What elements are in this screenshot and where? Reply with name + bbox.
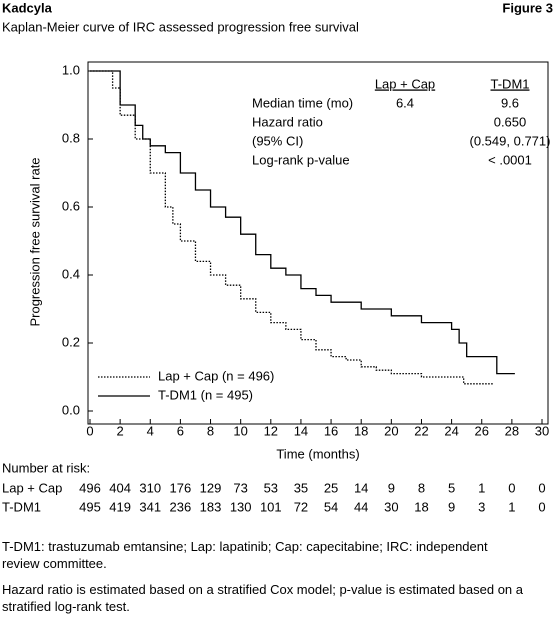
inset-header: Lap + Cap [375, 76, 435, 91]
x-tick-label: 2 [117, 423, 124, 438]
x-tick-label: 20 [384, 423, 398, 438]
survival-curve [90, 70, 494, 385]
risk-value: 3 [478, 499, 485, 514]
chart: Kadcyla Figure 3 Kaplan-Meier curve of I… [2, 0, 553, 514]
legend-label: Lap + Cap (n = 496) [158, 368, 274, 383]
risk-value: 35 [294, 480, 308, 495]
risk-value: 341 [139, 499, 161, 514]
risk-value: 25 [324, 480, 338, 495]
inset-row-label: Hazard ratio [252, 114, 323, 129]
x-tick-label: 26 [474, 423, 488, 438]
risk-value: 73 [233, 480, 247, 495]
risk-value: 404 [109, 480, 131, 495]
x-tick-label: 8 [207, 423, 214, 438]
risk-value: 1 [478, 480, 485, 495]
risk-value: 8 [418, 480, 425, 495]
risk-value: 5 [448, 480, 455, 495]
risk-value: 0 [538, 480, 545, 495]
inset-header: T-DM1 [491, 76, 530, 91]
risk-value: 54 [324, 499, 338, 514]
x-tick-label: 10 [233, 423, 247, 438]
y-tick-label: 0.6 [62, 198, 80, 213]
legend [97, 366, 289, 404]
x-tick-label: 4 [147, 423, 154, 438]
risk-value: 0 [508, 480, 515, 495]
inset-row-label: Median time (mo) [252, 95, 353, 110]
inset-cell: 0.650 [494, 114, 527, 129]
y-tick-label: 0.2 [62, 334, 80, 349]
survival-curve [90, 70, 515, 375]
x-tick-label: 22 [414, 423, 428, 438]
risk-value: 30 [384, 499, 398, 514]
risk-value: 14 [354, 480, 368, 495]
plot-frame [87, 61, 549, 425]
inset-row-label: (95% CI) [252, 133, 303, 148]
inset-row-label: Log-rank p-value [252, 152, 350, 167]
inset-cell: < .0001 [488, 152, 532, 167]
x-tick-label: 24 [444, 423, 458, 438]
brand: Kadcyla [2, 0, 53, 15]
x-tick-label: 28 [505, 423, 519, 438]
chart-title: Kaplan-Meier curve of IRC assessed progr… [2, 19, 359, 34]
footnote: Hazard ratio is estimated based on a str… [2, 582, 523, 614]
legend-label: T-DM1 (n = 495) [158, 387, 253, 402]
risk-value: 72 [294, 499, 308, 514]
inset-cell: (0.549, 0.771) [470, 133, 551, 148]
risk-value: 183 [200, 499, 222, 514]
x-tick-label: 30 [535, 423, 549, 438]
y-tick-label: 0.0 [62, 402, 80, 417]
risk-value: 419 [109, 499, 131, 514]
x-tick-label: 12 [264, 423, 278, 438]
figure-label: Figure 3 [502, 0, 553, 15]
risk-value: 130 [230, 499, 252, 514]
risk-title: Number at risk: [2, 460, 90, 475]
risk-value: 0 [538, 499, 545, 514]
risk-value: 53 [264, 480, 278, 495]
risk-value: 9 [388, 480, 395, 495]
risk-value: 101 [260, 499, 282, 514]
x-axis-label: Time (months) [276, 446, 359, 461]
x-tick-label: 0 [86, 423, 93, 438]
y-tick-label: 1.0 [62, 62, 80, 77]
risk-value: 496 [79, 480, 101, 495]
risk-value: 44 [354, 499, 368, 514]
risk-value: 176 [170, 480, 192, 495]
risk-value: 18 [414, 499, 428, 514]
x-tick-label: 6 [177, 423, 184, 438]
y-axis-label: Progression free survival rate [27, 157, 42, 326]
inset-cell: 6.4 [396, 95, 414, 110]
footnote: T-DM1: trastuzumab emtansine; Lap: lapat… [2, 539, 488, 571]
risk-row-label: T-DM1 [2, 499, 41, 514]
inset-cell: 9.6 [501, 95, 519, 110]
risk-value: 310 [139, 480, 161, 495]
risk-value: 1 [508, 499, 515, 514]
x-tick-label: 16 [324, 423, 338, 438]
risk-row-label: Lap + Cap [2, 480, 62, 495]
y-tick-label: 0.4 [62, 266, 80, 281]
risk-value: 495 [79, 499, 101, 514]
risk-value: 236 [170, 499, 192, 514]
risk-value: 129 [200, 480, 222, 495]
y-tick-label: 0.8 [62, 130, 80, 145]
x-tick-label: 14 [294, 423, 308, 438]
risk-value: 9 [448, 499, 455, 514]
x-tick-label: 18 [354, 423, 368, 438]
